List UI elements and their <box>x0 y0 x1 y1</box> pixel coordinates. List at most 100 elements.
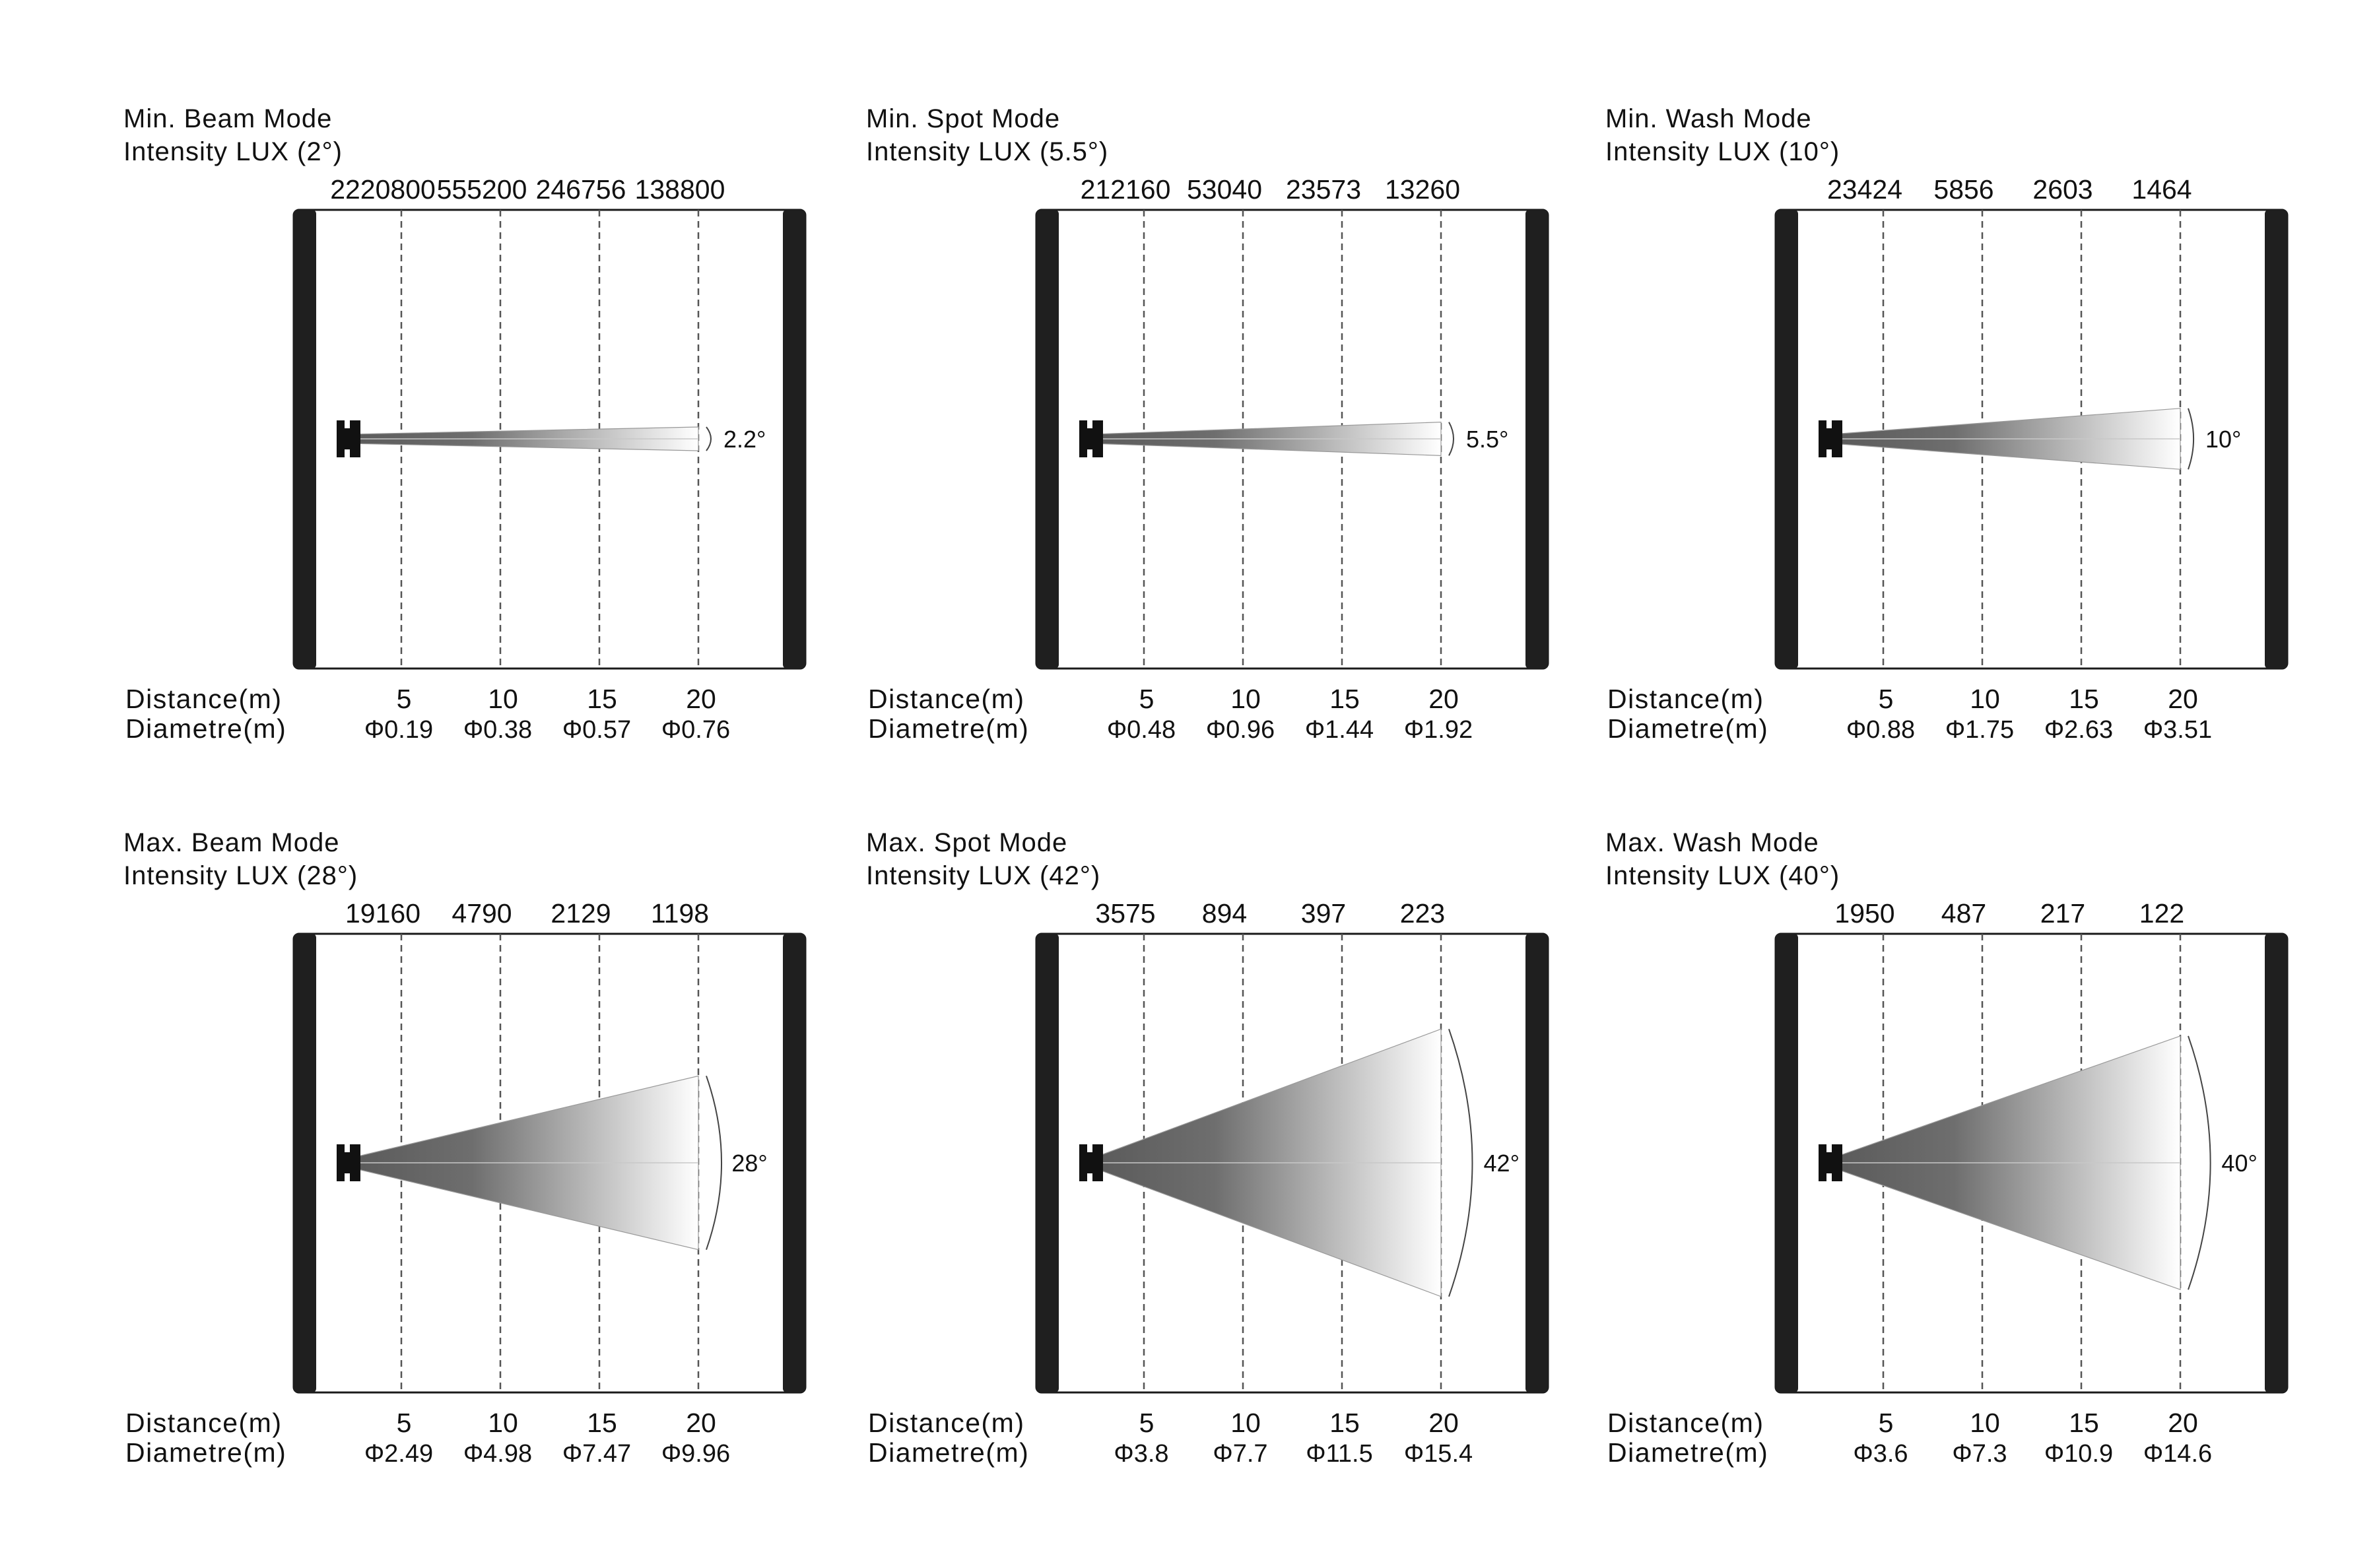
lux-value: 2220800 <box>330 174 436 205</box>
mode-title: Min. Spot Mode <box>866 104 1060 133</box>
diameter-value: Φ3.51 <box>2143 716 2212 744</box>
distance-label: Distance(m) <box>1607 684 1764 714</box>
distance-tick: 15 <box>2069 1408 2099 1438</box>
mode-title: Min. Wash Mode <box>1605 104 1812 133</box>
mode-title: Max. Beam Mode <box>123 828 339 857</box>
diameter-value: Φ11.5 <box>1306 1440 1372 1468</box>
lux-value: 1464 <box>2131 174 2192 205</box>
lux-value: 246756 <box>536 174 626 205</box>
lux-value: 3575 <box>1095 898 1155 929</box>
right-wall <box>2265 934 2287 1392</box>
angle-arc <box>706 1076 722 1250</box>
lux-value: 1198 <box>651 898 709 929</box>
lux-value: 2603 <box>2032 174 2092 205</box>
panel-6: Max. Wash Mode Intensity LUX (40°) 1950 487… <box>1605 828 2289 1468</box>
lux-value: 555200 <box>437 174 527 205</box>
lux-value: 223 <box>1400 898 1445 929</box>
lux-value: 138800 <box>635 174 725 205</box>
left-wall <box>1036 934 1059 1392</box>
angle-arc <box>706 426 712 451</box>
distance-tick: 5 <box>1879 684 1894 714</box>
diameter-value: Φ2.63 <box>2044 716 2113 744</box>
panel-3: Min. Wash Mode Intensity LUX (10°) 23424 58… <box>1605 104 2289 744</box>
diameter-label: Diametre(m) <box>1607 1437 1768 1468</box>
diameter-value: Φ9.96 <box>661 1440 730 1468</box>
right-wall <box>1525 934 1548 1392</box>
fixture-icon <box>1079 420 1103 457</box>
distance-tick: 20 <box>2168 684 2198 714</box>
fixture-icon <box>1079 1144 1103 1181</box>
diameter-value: Φ0.57 <box>562 716 631 744</box>
distance-tick: 10 <box>488 1408 518 1438</box>
intensity-title: Intensity LUX (28°) <box>123 861 358 890</box>
right-wall <box>2265 210 2287 669</box>
lux-value: 212160 <box>1081 174 1171 205</box>
distance-tick: 10 <box>1230 1408 1261 1438</box>
diameter-value: Φ0.38 <box>463 716 532 744</box>
diameter-value: Φ0.48 <box>1107 716 1176 744</box>
beam-angle-label: 10° <box>2205 426 2241 453</box>
angle-arc <box>1448 1028 1473 1297</box>
diameter-value: Φ7.47 <box>562 1440 631 1468</box>
lux-value: 19160 <box>345 898 420 929</box>
lux-value: 894 <box>1202 898 1247 929</box>
intensity-title: Intensity LUX (42°) <box>866 861 1100 890</box>
beam-angle-label: 2.2° <box>723 426 766 453</box>
diameter-value: Φ2.49 <box>364 1440 433 1468</box>
lux-value: 487 <box>1941 898 1986 929</box>
beam-angle-label: 5.5° <box>1466 426 1508 453</box>
lux-value: 1950 <box>1834 898 1894 929</box>
distance-tick: 20 <box>686 684 716 714</box>
lux-value: 2129 <box>551 898 611 929</box>
left-wall <box>294 934 316 1392</box>
distance-tick: 10 <box>1230 684 1261 714</box>
beam-angle-label: 42° <box>1484 1150 1520 1177</box>
distance-tick: 5 <box>397 1408 412 1438</box>
distance-tick: 20 <box>1428 684 1459 714</box>
diameter-value: Φ3.6 <box>1853 1440 1908 1468</box>
fixture-icon <box>1819 420 1842 457</box>
distance-tick: 10 <box>1970 1408 2000 1438</box>
diameter-label: Diametre(m) <box>125 1437 286 1468</box>
distance-tick: 15 <box>1329 1408 1360 1438</box>
angle-arc <box>1448 422 1454 456</box>
diameter-label: Diametre(m) <box>868 1437 1029 1468</box>
diameter-value: Φ15.4 <box>1404 1440 1473 1468</box>
fixture-icon <box>1819 1144 1842 1181</box>
distance-label: Distance(m) <box>868 684 1024 714</box>
distance-tick: 10 <box>1970 684 2000 714</box>
intensity-title: Intensity LUX (40°) <box>1605 861 1840 890</box>
diameter-value: Φ3.8 <box>1114 1440 1168 1468</box>
distance-tick: 15 <box>587 684 617 714</box>
lux-value: 23573 <box>1286 174 1361 205</box>
angle-arc <box>2188 408 2195 470</box>
distance-tick: 20 <box>2168 1408 2198 1438</box>
panel-2: Min. Spot Mode Intensity LUX (5.5°) 212160… <box>866 104 1549 744</box>
intensity-title: Intensity LUX (2°) <box>123 137 343 166</box>
diameter-value: Φ1.44 <box>1305 716 1374 744</box>
distance-tick: 5 <box>1139 684 1155 714</box>
lux-value: 53040 <box>1187 174 1262 205</box>
right-wall <box>783 210 805 669</box>
right-wall <box>783 934 805 1392</box>
distance-tick: 5 <box>1879 1408 1894 1438</box>
distance-label: Distance(m) <box>1607 1408 1764 1438</box>
lux-value: 397 <box>1301 898 1346 929</box>
left-wall <box>1776 934 1798 1392</box>
beam-angle-label: 28° <box>731 1150 767 1177</box>
panel-5: Max. Spot Mode Intensity LUX (42°) 3575 894… <box>866 828 1549 1468</box>
mode-title: Max. Wash Mode <box>1605 828 1819 857</box>
diameter-value: Φ14.6 <box>2143 1440 2212 1468</box>
distance-tick: 20 <box>686 1408 716 1438</box>
diameter-value: Φ1.92 <box>1404 716 1473 744</box>
fixture-icon <box>337 420 360 457</box>
diameter-value: Φ7.3 <box>1952 1440 2007 1468</box>
fixture-icon <box>337 1144 360 1181</box>
distance-tick: 10 <box>488 684 518 714</box>
diameter-label: Diametre(m) <box>1607 713 1768 744</box>
diameter-label: Diametre(m) <box>125 713 286 744</box>
diameter-value: Φ0.96 <box>1206 716 1275 744</box>
distance-tick: 15 <box>1329 684 1360 714</box>
